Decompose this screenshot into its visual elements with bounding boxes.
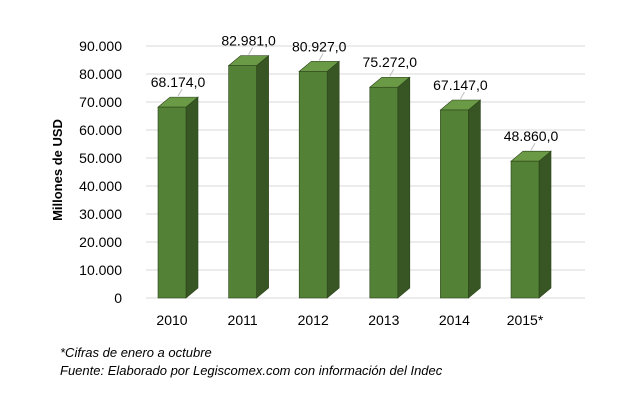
x-tick-label: 2012 xyxy=(298,312,329,328)
bar xyxy=(227,55,270,299)
footnote: *Cifras de enero a octubre xyxy=(60,345,212,360)
bar-side xyxy=(538,150,552,299)
data-label: 82.981,0 xyxy=(221,33,276,49)
y-tick-label: 50.000 xyxy=(79,150,122,166)
bar-side xyxy=(185,96,199,299)
y-tick-label: 90.000 xyxy=(79,38,122,54)
bar-side xyxy=(326,60,340,299)
data-label: 80.927,0 xyxy=(292,38,347,54)
data-label-leader xyxy=(459,91,465,100)
bar-side xyxy=(468,99,481,299)
data-label-leader xyxy=(389,68,395,77)
data-labels: 68.174,0 82.981,0 80.927,0 75.272,0 67.147,0… xyxy=(151,33,559,151)
data-label-leader xyxy=(318,53,324,61)
bar-front xyxy=(440,109,469,299)
y-tick-label: 40.000 xyxy=(79,178,122,194)
data-label: 68.174,0 xyxy=(151,74,206,90)
y-tick-label: 60.000 xyxy=(79,122,122,138)
bar xyxy=(368,76,411,299)
bar-front xyxy=(510,160,540,299)
x-tick-label: 2010 xyxy=(156,312,187,328)
y-axis-title: Millones de USD xyxy=(50,119,65,221)
x-axis-ticks: 2010 2011 2012 2013 2014 2015* xyxy=(156,312,543,328)
source-note: Fuente: Elaborado por Legiscomex.com con… xyxy=(60,363,443,378)
bar-front xyxy=(228,65,257,299)
y-tick-label: 10.000 xyxy=(79,262,122,278)
y-tick-label: 0 xyxy=(114,290,122,306)
x-tick-label: 2015* xyxy=(507,312,544,328)
y-tick-label: 80.000 xyxy=(79,66,122,82)
bar xyxy=(439,99,482,299)
y-axis-ticks: 0 10.000 20.000 30.000 40.000 50.000 60.000 70.… xyxy=(79,38,122,306)
bar-side xyxy=(256,55,269,299)
data-label-leader xyxy=(530,142,536,151)
x-tick-label: 2013 xyxy=(368,312,399,328)
bar-front xyxy=(298,71,328,299)
data-label: 75.272,0 xyxy=(363,54,418,70)
bar xyxy=(298,60,341,299)
bar xyxy=(157,96,199,299)
x-tick-label: 2011 xyxy=(228,312,258,328)
bar-side xyxy=(397,76,411,299)
data-label-leader xyxy=(177,88,183,97)
bar xyxy=(510,150,552,299)
data-label: 48.860,0 xyxy=(504,128,559,144)
bar-front xyxy=(157,106,187,299)
y-tick-label: 30.000 xyxy=(79,206,122,222)
y-tick-label: 70.000 xyxy=(79,94,122,110)
x-tick-label: 2014 xyxy=(439,312,470,328)
y-tick-label: 20.000 xyxy=(79,234,122,250)
gridlines xyxy=(146,45,585,299)
data-label: 67.147,0 xyxy=(433,77,488,93)
bars xyxy=(157,55,552,299)
bar-front xyxy=(369,86,399,299)
data-label-leader xyxy=(248,47,254,55)
